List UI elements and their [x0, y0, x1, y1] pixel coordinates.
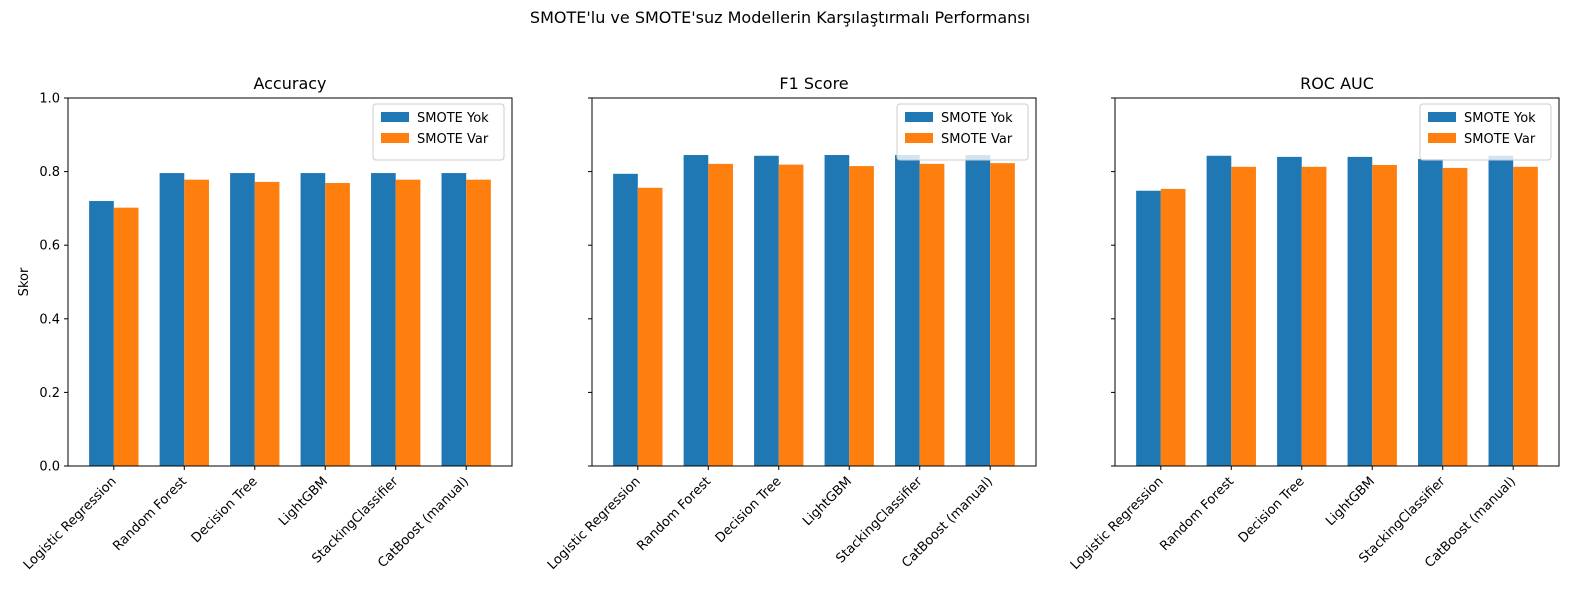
bar-smote-var — [778, 164, 804, 466]
bar-smote-yok — [159, 173, 185, 466]
bar-smote-var — [849, 166, 874, 466]
bar-smote-var — [1231, 166, 1256, 467]
legend-label: SMOTE Var — [1464, 132, 1536, 147]
bar-smote-var — [325, 183, 350, 466]
legend-swatch — [905, 133, 933, 143]
legend-swatch — [1428, 112, 1456, 122]
bar-smote-var — [1160, 188, 1186, 466]
legend-swatch — [1428, 133, 1456, 143]
bar-smote-var — [919, 163, 945, 466]
x-tick-label: Logistic Regression — [545, 474, 644, 573]
chart-title: Accuracy — [253, 74, 326, 93]
plot-frame — [67, 97, 513, 467]
bar-smote-yok — [1206, 155, 1232, 466]
bar-smote-yok — [613, 173, 638, 467]
legend-label: SMOTE Yok — [417, 111, 489, 126]
legend-label: SMOTE Var — [417, 132, 489, 147]
legend-swatch — [381, 133, 409, 143]
legend-swatch — [905, 112, 933, 122]
bar-smote-yok — [371, 173, 396, 466]
bar-smote-var — [466, 179, 491, 467]
bar-smote-yok — [1347, 156, 1373, 466]
plot-frame — [591, 97, 1037, 467]
x-tick-label: Random Forest — [1157, 474, 1237, 554]
x-tick-label: Decision Tree — [1236, 474, 1308, 546]
bar-smote-var — [1372, 164, 1397, 466]
bar-smote-yok — [965, 155, 991, 467]
bar-smote-var — [184, 179, 209, 467]
chart-panel-1: Accuracy 0.0 0.2 0.4 0.6 0.8 1.0 Skor Logistic R… — [17, 74, 513, 573]
chart-title: F1 Score — [779, 74, 848, 93]
x-tick-label: LightGBM — [800, 474, 855, 529]
bar-smote-yok — [1136, 190, 1161, 466]
y-tick-label: 0.2 — [39, 386, 60, 401]
bar-smote-var — [637, 187, 663, 467]
legend: SMOTE Yok SMOTE Var — [896, 103, 1029, 161]
legend-label: SMOTE Yok — [941, 111, 1013, 126]
x-tick-label: LightGBM — [1323, 474, 1378, 529]
legend: SMOTE Yok SMOTE Var — [372, 103, 505, 161]
legend-swatch — [381, 112, 409, 122]
y-tick-label: 0.4 — [39, 312, 60, 327]
bar-smote-yok — [300, 173, 326, 466]
bar-smote-var — [1442, 167, 1468, 467]
x-tick-label: Decision Tree — [189, 474, 261, 546]
bar-smote-yok — [89, 201, 114, 467]
chart-title: ROC AUC — [1300, 74, 1374, 93]
figure-suptitle: SMOTE'lu ve SMOTE'suz Modellerin Karşıla… — [530, 8, 1030, 27]
y-tick-label: 0.6 — [39, 239, 60, 254]
legend-label: SMOTE Yok — [1464, 111, 1536, 126]
y-tick-label: 0.8 — [39, 165, 60, 180]
bar-smote-var — [113, 207, 139, 466]
bar-smote-var — [395, 179, 421, 467]
bar-smote-var — [1301, 166, 1327, 467]
x-tick-label: LightGBM — [276, 474, 331, 529]
bar-smote-yok — [754, 155, 779, 466]
y-tick-label: 0.0 — [39, 460, 60, 475]
x-tick-label: Decision Tree — [713, 474, 785, 546]
chart-panels: Accuracy 0.0 0.2 0.4 0.6 0.8 1.0 Skor Logistic R… — [17, 74, 1560, 573]
bar-smote-var — [254, 181, 280, 467]
x-tick-label: Logistic Regression — [21, 474, 120, 573]
bar-smote-var — [990, 163, 1015, 467]
legend: SMOTE Yok SMOTE Var — [1419, 103, 1552, 161]
x-tick-label: Random Forest — [110, 474, 190, 554]
bar-smote-yok — [1418, 159, 1443, 466]
bar-smote-yok — [683, 155, 709, 467]
x-tick-label: Logistic Regression — [1068, 474, 1167, 573]
bar-smote-var — [708, 163, 733, 466]
plot-frame — [1114, 97, 1560, 467]
bar-smote-yok — [1488, 155, 1514, 466]
bar-smote-yok — [1277, 156, 1302, 466]
y-tick-label: 1.0 — [39, 92, 60, 107]
bar-smote-yok — [441, 173, 467, 466]
legend-label: SMOTE Var — [941, 132, 1013, 147]
y-axis-label: Skor — [17, 267, 32, 296]
bar-smote-yok — [895, 155, 920, 467]
bar-smote-yok — [230, 173, 255, 466]
x-tick-label: Random Forest — [634, 474, 714, 554]
bar-smote-yok — [824, 155, 850, 467]
bar-smote-var — [1513, 166, 1538, 467]
